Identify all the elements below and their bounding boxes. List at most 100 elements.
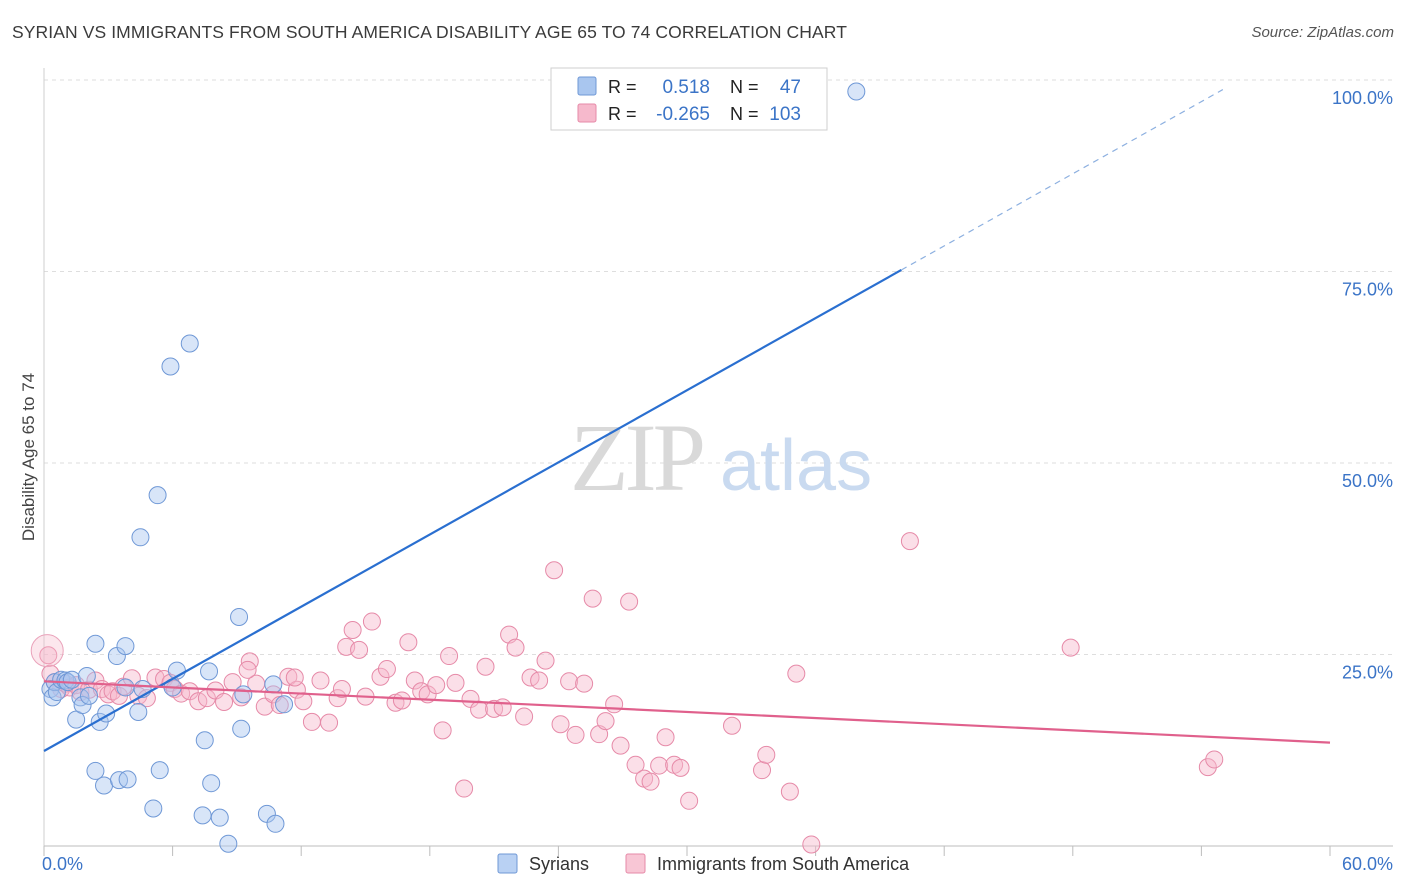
data-point — [551, 715, 570, 734]
stats-r-label-syrians: R = — [608, 77, 637, 97]
data-point — [234, 685, 253, 704]
data-point — [144, 799, 163, 818]
data-point — [311, 671, 330, 690]
data-point — [39, 646, 58, 665]
data-point — [180, 334, 199, 353]
data-point — [536, 651, 555, 670]
data-point — [1205, 750, 1224, 769]
data-point — [780, 782, 799, 801]
data-point — [560, 672, 579, 691]
data-point — [900, 532, 919, 551]
data-point — [332, 679, 351, 698]
stats-n-value-syrians: 47 — [780, 77, 801, 98]
data-point — [238, 660, 257, 679]
x-tick-label: 0.0% — [42, 854, 83, 874]
data-point — [116, 637, 135, 656]
data-point — [86, 761, 105, 780]
data-point — [611, 736, 630, 755]
data-point — [73, 696, 92, 715]
x-tick-label: 60.0% — [1342, 854, 1393, 874]
data-point — [215, 692, 234, 711]
data-point — [255, 697, 274, 716]
data-point — [371, 667, 390, 686]
stats-n-label-syrians: N = — [730, 77, 759, 97]
data-point — [302, 712, 321, 731]
chart-title: SYRIAN VS IMMIGRANTS FROM SOUTH AMERICA … — [12, 22, 847, 42]
data-point — [626, 755, 645, 774]
data-point — [362, 612, 381, 631]
data-point — [590, 725, 609, 744]
data-point — [266, 814, 285, 833]
data-point — [575, 674, 594, 693]
data-point — [161, 357, 180, 376]
data-point — [427, 676, 446, 695]
data-point — [230, 607, 249, 626]
data-point — [150, 761, 169, 780]
data-point — [377, 660, 396, 679]
data-point-cluster — [30, 634, 64, 668]
data-point — [680, 791, 699, 810]
data-point — [605, 695, 624, 714]
data-point — [80, 686, 99, 705]
y-tick-label: 100.0% — [1332, 88, 1393, 108]
stats-r-label-immigrants: R = — [608, 104, 637, 124]
data-point — [500, 625, 519, 644]
data-point — [328, 689, 347, 708]
series-syrians-points — [41, 82, 866, 853]
data-point — [122, 669, 141, 688]
data-point — [476, 657, 495, 676]
data-point — [583, 589, 602, 608]
data-point — [195, 731, 214, 750]
data-point — [650, 756, 669, 775]
data-point — [566, 725, 585, 744]
data-point — [399, 633, 418, 652]
data-point — [787, 664, 806, 683]
data-point — [210, 808, 229, 827]
legend-swatch-immigrants — [625, 853, 646, 874]
axes — [43, 68, 1393, 856]
data-point — [506, 638, 525, 657]
bottom-legend: Syrians Immigrants from South America — [497, 853, 910, 874]
data-point — [148, 486, 167, 505]
data-point — [95, 776, 114, 795]
data-point — [515, 707, 534, 726]
data-point — [455, 779, 474, 798]
data-point — [193, 806, 212, 825]
watermark-zip: ZIP — [570, 404, 703, 511]
data-point — [641, 772, 660, 791]
data-point — [77, 666, 96, 685]
data-point — [753, 761, 772, 780]
trend-line-syrians — [43, 269, 902, 752]
stats-legend: R = 0.518 N = 47 R = -0.265 N = 103 — [550, 67, 828, 131]
data-point — [343, 620, 362, 639]
legend-swatch-syrians — [497, 853, 518, 874]
stats-legend-swatch-syrians — [577, 76, 597, 96]
data-point — [200, 662, 219, 681]
data-point — [405, 671, 424, 690]
data-point — [116, 678, 135, 697]
data-point — [320, 713, 339, 732]
data-point — [285, 668, 304, 687]
data-point — [530, 671, 549, 690]
stats-n-label-immigrants: N = — [730, 104, 759, 124]
stats-r-value-immigrants: -0.265 — [656, 104, 710, 125]
data-point — [545, 561, 564, 580]
zipatlas-watermark: ZIP atlas — [570, 404, 872, 511]
y-tick-label: 75.0% — [1342, 280, 1393, 300]
source-note: Source: ZipAtlas.com — [1251, 24, 1394, 41]
data-point — [131, 528, 150, 547]
data-point — [656, 728, 675, 747]
data-point — [118, 770, 137, 789]
data-point — [279, 667, 298, 686]
y-tick-label: 50.0% — [1342, 471, 1393, 491]
y-axis-title: Disability Age 65 to 74 — [19, 373, 38, 541]
trend-lines — [43, 89, 1331, 752]
data-point — [1198, 758, 1217, 777]
data-point — [847, 82, 866, 101]
data-point — [232, 688, 251, 707]
data-point — [470, 700, 489, 719]
data-point — [757, 745, 776, 764]
data-point — [620, 592, 639, 611]
data-point — [202, 774, 221, 793]
